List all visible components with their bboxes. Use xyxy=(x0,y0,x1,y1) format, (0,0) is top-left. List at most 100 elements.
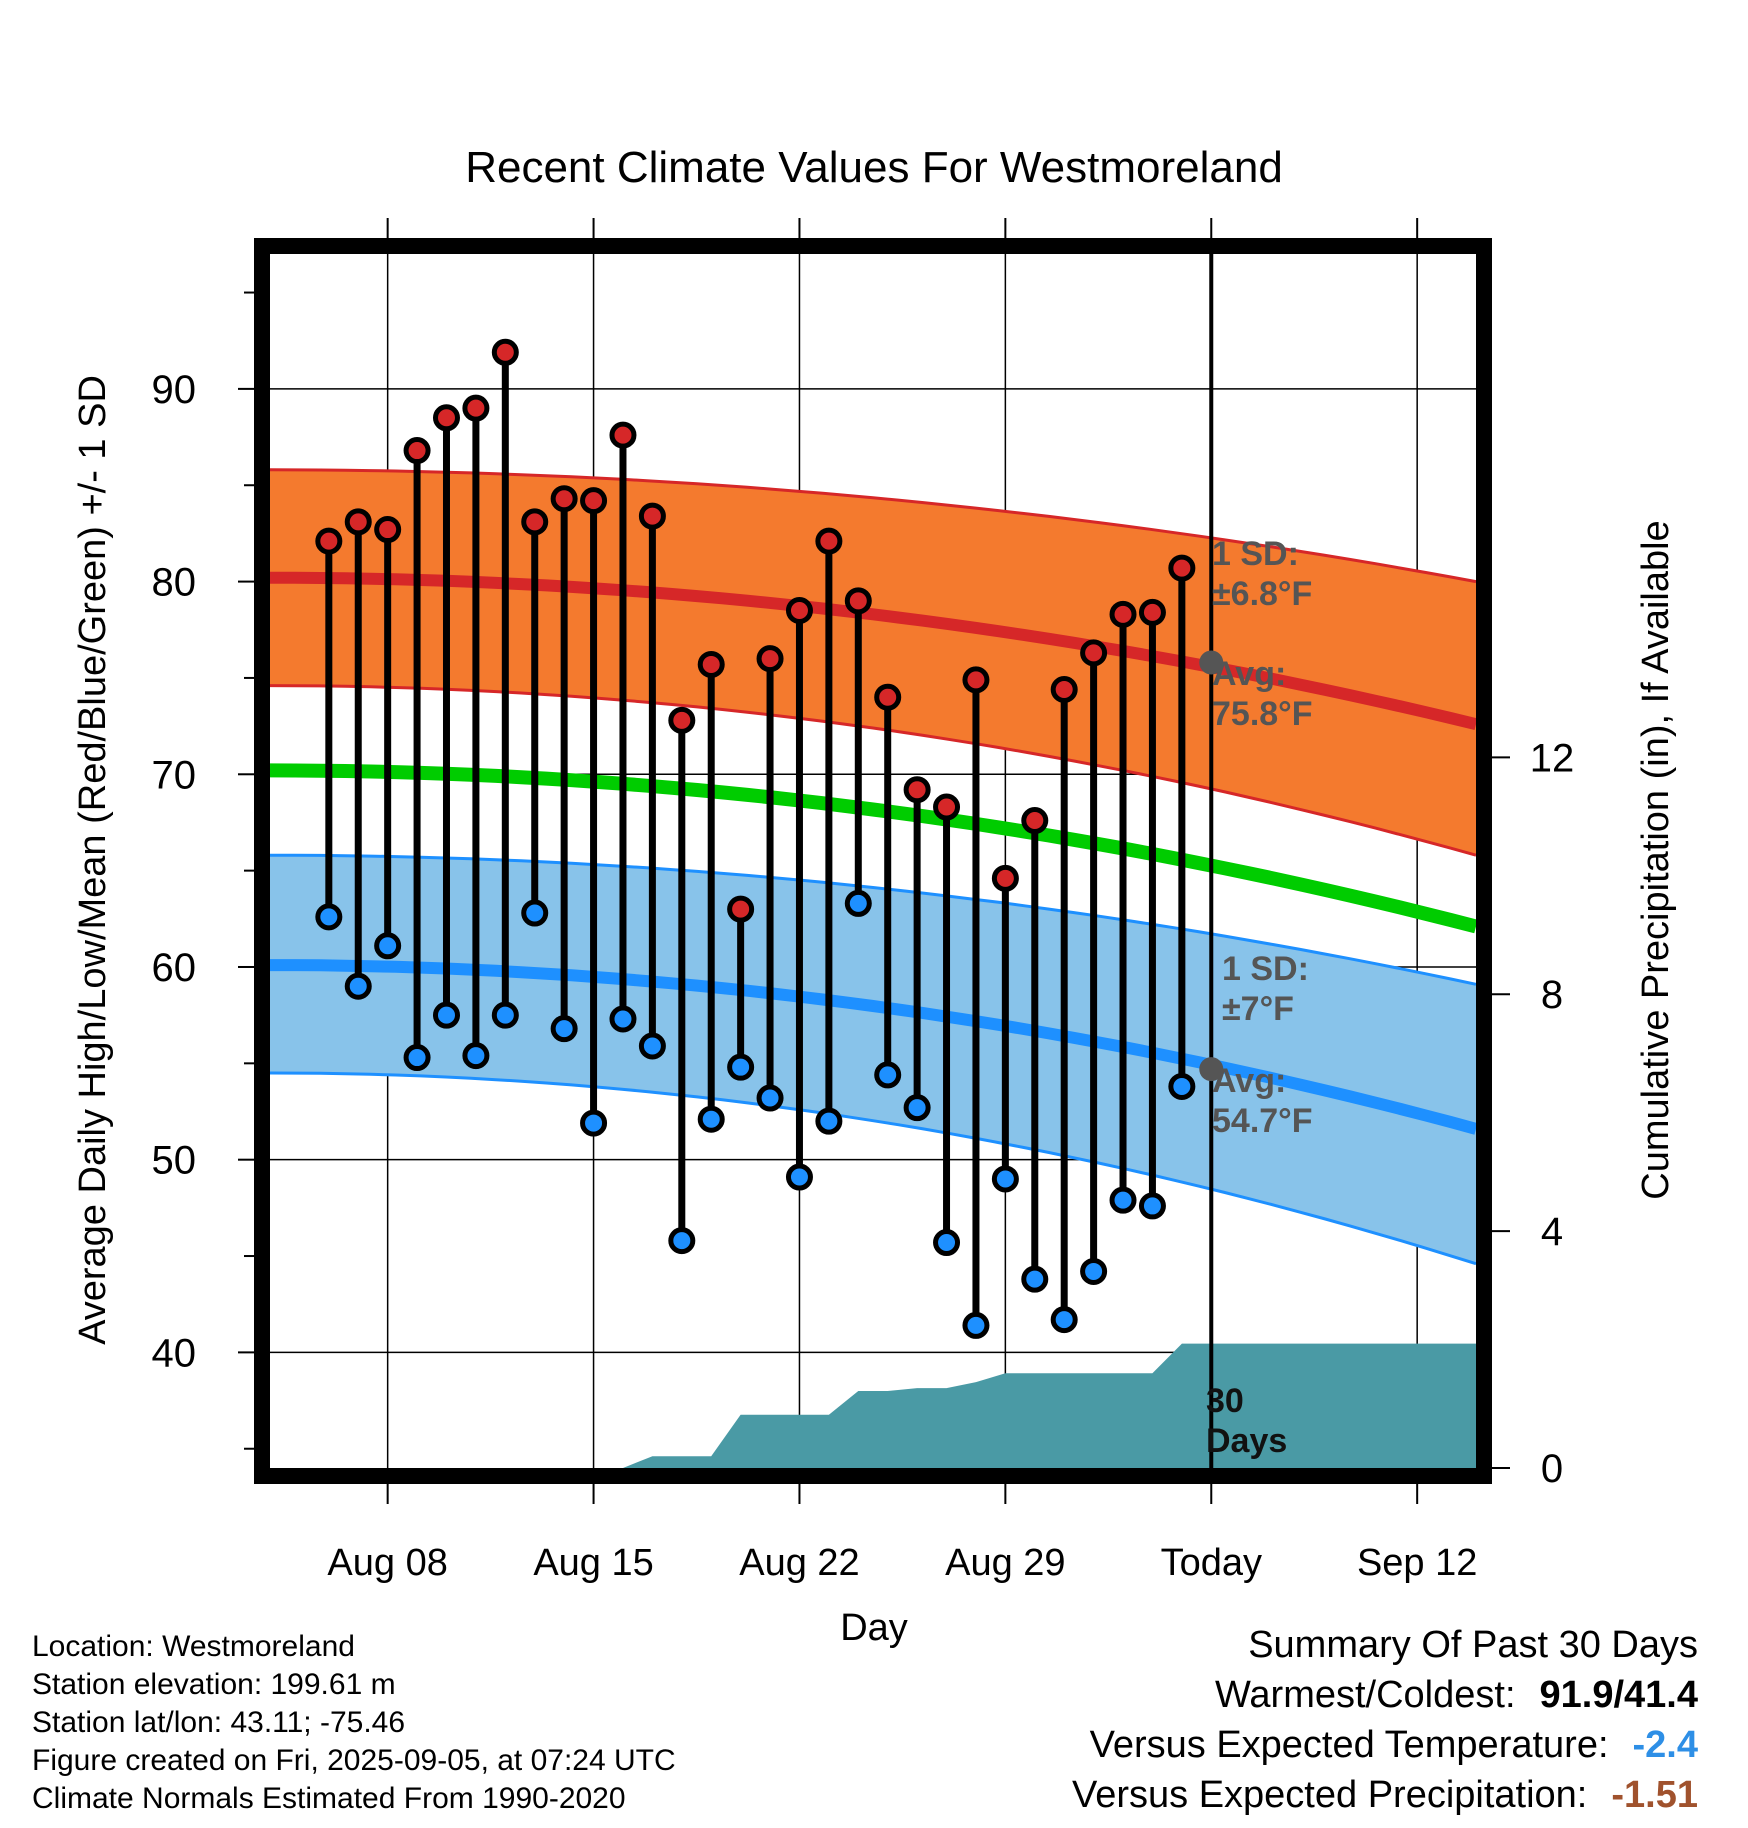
high-sd-value: ±6.8°F xyxy=(1212,575,1312,613)
daily-low-point xyxy=(962,1311,990,1339)
daily-high-point xyxy=(1021,807,1049,835)
daily-low-point xyxy=(727,1053,755,1081)
high-avg-label: Avg: xyxy=(1212,655,1286,693)
daily-low-point xyxy=(1080,1257,1108,1285)
daily-high-point xyxy=(756,645,784,673)
daily-high-point xyxy=(521,508,549,536)
y-tick-label: 70 xyxy=(152,753,197,797)
daily-low-point xyxy=(580,1109,608,1137)
y-axis-label: Average Daily High/Low/Mean (Red/Blue/Gr… xyxy=(72,375,114,1345)
daily-high-point xyxy=(403,437,431,465)
daily-low-point xyxy=(521,899,549,927)
daily-high-point xyxy=(1168,554,1196,582)
x-tick-label: Aug 15 xyxy=(533,1542,653,1584)
daily-low-point xyxy=(403,1044,431,1072)
daily-high-point xyxy=(1138,598,1166,626)
normals-text: Climate Normals Estimated From 1990-2020 xyxy=(32,1782,626,1815)
daily-low-point xyxy=(638,1032,666,1060)
daily-low-point xyxy=(933,1229,961,1257)
daily-low-point xyxy=(315,903,343,931)
daily-high-point xyxy=(874,683,902,711)
temp-departure-label: Versus Expected Temperature: xyxy=(1089,1724,1609,1766)
daily-high-point xyxy=(432,404,460,432)
daily-high-point xyxy=(374,516,402,544)
low-avg-label: Avg: xyxy=(1212,1062,1286,1100)
daily-high-point xyxy=(1080,639,1108,667)
daily-high-point xyxy=(815,527,843,555)
daily-low-point xyxy=(844,889,872,917)
daily-low-point xyxy=(432,1001,460,1029)
daily-high-point xyxy=(962,666,990,694)
daily-high-point xyxy=(903,776,931,804)
daily-low-point xyxy=(1050,1306,1078,1334)
low-avg-today-marker xyxy=(1199,1057,1224,1082)
daily-low-point xyxy=(668,1227,696,1255)
daily-low-point xyxy=(462,1042,490,1070)
daily-low-point xyxy=(991,1165,1019,1193)
high-sd-band xyxy=(270,469,1476,856)
daily-low-point xyxy=(756,1084,784,1112)
daily-high-point xyxy=(697,650,725,678)
high-mean-line xyxy=(269,571,1478,731)
low-sd-label: 1 SD: xyxy=(1222,950,1309,988)
summary-panel: Summary Of Past 30 Days Warmest/Coldest:… xyxy=(1072,1620,1698,1820)
daily-low-point xyxy=(374,932,402,960)
low-sd-band-upper-edge xyxy=(269,853,1477,986)
station-info: Location: Westmoreland Station elevation… xyxy=(32,1628,676,1818)
daily-high-point xyxy=(491,338,519,366)
precip-period-label: Days xyxy=(1206,1422,1287,1460)
daily-low-point xyxy=(609,1005,637,1033)
created-text: Figure created on Fri, 2025-09-05, at 07… xyxy=(32,1744,676,1777)
latlon-text: Station lat/lon: 43.11; -75.46 xyxy=(32,1706,406,1739)
daily-high-point xyxy=(580,487,608,515)
y2-tick-label: 8 xyxy=(1541,973,1563,1017)
location-text: Location: Westmoreland xyxy=(32,1630,355,1663)
precip-period-label: 30 xyxy=(1206,1382,1244,1420)
daily-low-point xyxy=(550,1015,578,1043)
daily-high-point xyxy=(844,587,872,615)
daily-low-point xyxy=(697,1105,725,1133)
daily-low-point xyxy=(874,1061,902,1089)
y2-axis-label: Cumulative Precipitation (in), If Availa… xyxy=(1635,520,1677,1199)
x-axis-label: Day xyxy=(840,1607,908,1649)
elevation-text: Station elevation: 199.61 m xyxy=(32,1668,396,1701)
y-tick-label: 60 xyxy=(152,946,197,990)
daily-high-point xyxy=(638,502,666,530)
daily-high-point xyxy=(462,394,490,422)
warm-cold-value: 91.9/41.4 xyxy=(1539,1674,1698,1716)
overall-mean-line xyxy=(269,763,1478,934)
daily-high-point xyxy=(727,895,755,923)
y2-tick-label: 4 xyxy=(1541,1210,1563,1254)
low-sd-band xyxy=(270,855,1476,1264)
high-avg-value: 75.8°F xyxy=(1212,695,1313,733)
precip-departure-label: Versus Expected Precipitation: xyxy=(1071,1774,1588,1816)
x-tick-label: Today xyxy=(1161,1542,1262,1584)
x-tick-label: Sep 12 xyxy=(1357,1542,1477,1584)
daily-high-point xyxy=(1109,600,1137,628)
low-mean-line xyxy=(270,959,1478,1135)
daily-high-point xyxy=(344,508,372,536)
high-avg-today-marker xyxy=(1199,650,1224,675)
high-sd-band-lower-edge xyxy=(269,684,1477,857)
warm-cold-label: Warmest/Coldest: xyxy=(1214,1674,1516,1716)
y2-tick-label: 12 xyxy=(1530,736,1575,780)
daily-high-point xyxy=(550,485,578,513)
daily-high-point xyxy=(785,596,813,624)
x-tick-label: Aug 22 xyxy=(739,1542,859,1584)
daily-high-point xyxy=(933,793,961,821)
plot-frame xyxy=(254,238,1492,1484)
daily-low-point xyxy=(815,1107,843,1135)
daily-high-point xyxy=(668,706,696,734)
low-avg-value: 54.7°F xyxy=(1212,1102,1313,1140)
daily-low-point xyxy=(344,972,372,1000)
daily-low-point xyxy=(1138,1192,1166,1220)
low-sd-value: ±7°F xyxy=(1222,990,1294,1028)
daily-high-point xyxy=(609,421,637,449)
low-sd-band-lower-edge xyxy=(269,1071,1477,1266)
chart-title: Recent Climate Values For Westmoreland xyxy=(465,143,1283,192)
y-tick-label: 50 xyxy=(152,1139,197,1183)
y-tick-label: 40 xyxy=(152,1331,197,1375)
precip-departure-value: -1.51 xyxy=(1611,1774,1698,1816)
x-tick-label: Aug 29 xyxy=(945,1542,1065,1584)
